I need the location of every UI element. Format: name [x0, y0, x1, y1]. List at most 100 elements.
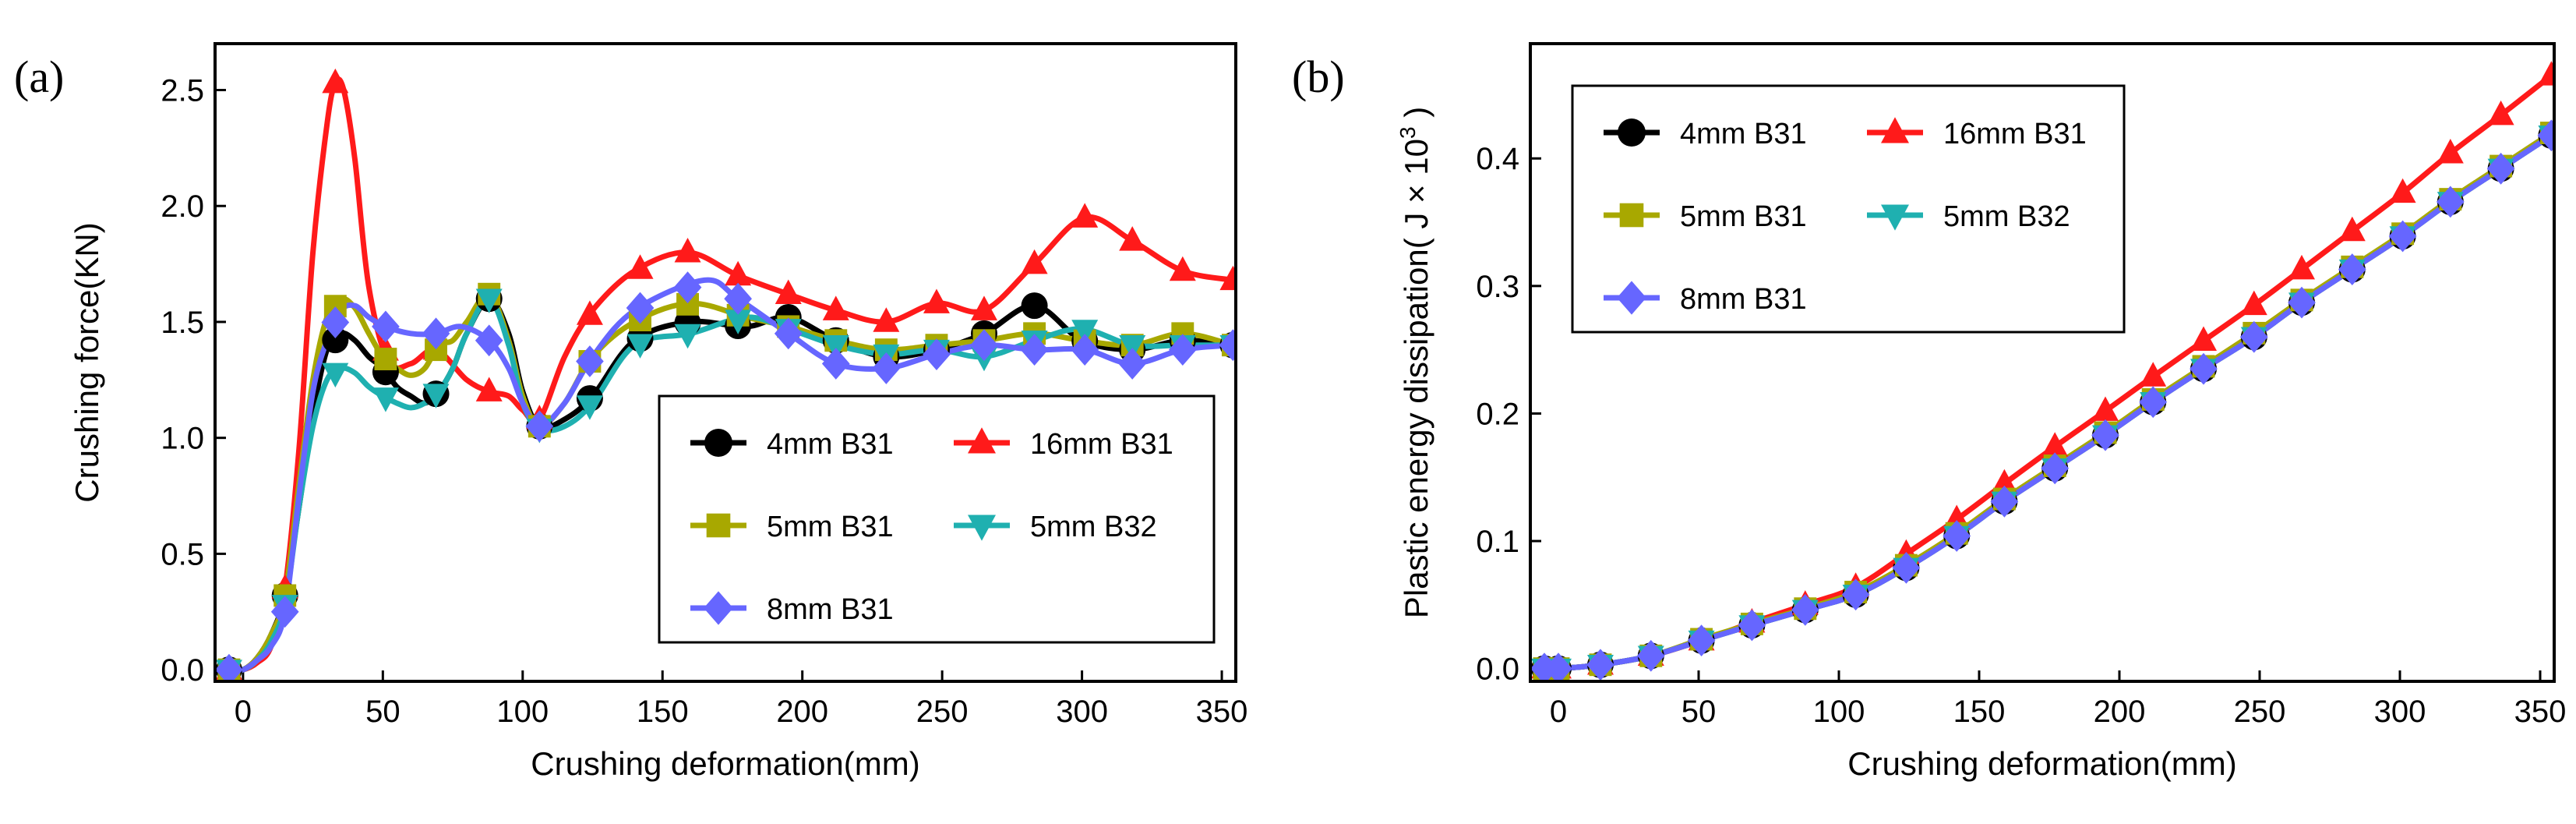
data-point-8mm-b31: [1168, 334, 1197, 366]
y-tick-label: 0.5: [161, 537, 204, 571]
data-point-16mm-b31: [2140, 362, 2167, 387]
x-tick-label: 0: [1550, 695, 1567, 729]
y-tick-label: 2.0: [161, 189, 204, 224]
y-tick-label: 0.1: [1476, 525, 1519, 559]
data-point-8mm-b31: [2190, 352, 2218, 385]
data-point-5mm-b32: [674, 324, 701, 349]
data-point-5mm-b32: [1119, 334, 1146, 360]
data-point-8mm-b31: [372, 310, 400, 343]
legend-label-4mm-b31: 4mm B31: [767, 428, 894, 461]
panel-label: (a): [14, 51, 64, 102]
data-point-8mm-b31: [270, 596, 299, 628]
data-point-8mm-b31: [1071, 334, 1099, 366]
legend-label-5mm-b31: 5mm B31: [1680, 200, 1807, 233]
panel-a: (a) 0 50 100 150 200 250 300 350 0.0 0.5 1.0 1.5 2.0 2…: [14, 42, 1248, 782]
data-point-5mm-b31: [374, 348, 397, 370]
data-point-16mm-b31: [1169, 256, 1196, 281]
data-point-8mm-b31: [576, 345, 604, 377]
data-point-16mm-b31: [475, 377, 503, 401]
data-point-8mm-b31: [1892, 551, 1921, 584]
x-tick-label: 150: [637, 695, 689, 729]
x-tick-label: 200: [776, 695, 828, 729]
data-point-8mm-b31: [2537, 119, 2554, 152]
data-point-8mm-b31: [872, 352, 901, 384]
legend-marker-16mm-b31: [968, 427, 996, 454]
y-tick-label: 2.5: [161, 73, 204, 108]
data-point-16mm-b31: [2338, 216, 2366, 242]
legend-label-8mm-b31: 8mm B31: [767, 593, 894, 626]
legend: 4mm B31 16mm B31 5mm B31 5mm B32 8mm B31: [658, 394, 1216, 644]
data-point-8mm-b31: [724, 282, 753, 315]
y-tick-label: 0.0: [161, 653, 204, 688]
x-axis-label: Crushing deformation(mm): [531, 745, 920, 782]
x-tick-label: 100: [1813, 695, 1865, 729]
panel-b: (b) 0 50 100 150 200 250 300 350 0.0 0.1 0.2 0.3 0.4 C…: [1292, 42, 2567, 782]
y-axis-label-main: Plastic energy dissipation( J × 10: [1398, 139, 1434, 618]
data-point-16mm-b31: [2288, 254, 2315, 280]
plot-frame: [213, 42, 1237, 683]
data-point-16mm-b31: [2389, 178, 2416, 203]
legend-marker-5mm-b31: [706, 513, 731, 538]
legend-label-4mm-b31: 4mm B31: [1680, 118, 1807, 150]
data-point-8mm-b31: [1738, 609, 1766, 642]
x-tick-label: 350: [1196, 695, 1248, 729]
data-point-8mm-b31: [1990, 485, 2019, 518]
legend-label-5mm-b32: 5mm B32: [1943, 200, 2070, 233]
data-point-8mm-b31: [2388, 220, 2417, 253]
data-point-16mm-b31: [923, 288, 950, 313]
data-point-8mm-b31: [1943, 520, 1971, 552]
data-point-16mm-b31: [970, 295, 997, 320]
x-tick-label: 250: [2234, 695, 2286, 729]
data-point-8mm-b31: [1020, 334, 1049, 366]
data-point-16mm-b31: [822, 295, 849, 320]
data-point-8mm-b31: [673, 271, 702, 304]
data-point-8mm-b31: [2041, 452, 2070, 485]
panel-label: (b): [1292, 51, 1345, 102]
data-point-16mm-b31: [1071, 203, 1099, 228]
series-line-16mm-b31: [226, 76, 1236, 674]
data-point-8mm-b31: [923, 338, 951, 370]
legend-marker-5mm-b32: [968, 515, 996, 541]
legend-label-16mm-b31: 16mm B31: [1943, 118, 2087, 150]
data-point-8mm-b31: [2486, 152, 2515, 185]
data-point-4mm-b31: [322, 327, 349, 354]
data-point-16mm-b31: [674, 238, 701, 263]
x-tick-label: 300: [2374, 695, 2426, 729]
data-point-16mm-b31: [1119, 226, 1146, 251]
legend-marker-4mm-b31: [1618, 118, 1646, 147]
data-point-8mm-b31: [1687, 624, 1716, 657]
data-point-16mm-b31: [1219, 265, 1236, 291]
data-point-8mm-b31: [2139, 386, 2168, 419]
data-point-8mm-b31: [626, 292, 655, 324]
legend: 4mm B31 16mm B31 5mm B31 5mm B32 8mm B31: [1571, 84, 2126, 334]
x-tick-label: 50: [365, 695, 401, 729]
x-tick-label: 300: [1056, 695, 1108, 729]
y-axis-label: Crushing force(KN): [69, 222, 105, 502]
data-point-8mm-b31: [2091, 419, 2119, 451]
data-point-16mm-b31: [2190, 326, 2217, 351]
data-point-16mm-b31: [873, 307, 900, 332]
legend-marker-8mm-b31: [704, 591, 733, 625]
data-point-8mm-b31: [1219, 329, 1236, 362]
data-point-8mm-b31: [821, 348, 850, 380]
series-line-8mm-b31: [1541, 133, 2554, 672]
legend-marker-4mm-b31: [704, 429, 732, 457]
data-point-16mm-b31: [775, 279, 802, 305]
data-point-8mm-b31: [2288, 286, 2316, 319]
legend-label-5mm-b32: 5mm B32: [1030, 511, 1157, 543]
data-point-8mm-b31: [2436, 186, 2465, 218]
data-point-16mm-b31: [626, 254, 654, 279]
x-tick-label: 50: [1681, 695, 1717, 729]
y-tick-label: 0.0: [1476, 652, 1519, 687]
data-point-8mm-b31: [1841, 578, 1870, 611]
data-point-8mm-b31: [1586, 649, 1614, 681]
x-tick-label: 150: [1953, 695, 2006, 729]
data-point-16mm-b31: [2487, 100, 2514, 126]
x-tick-label: 350: [2514, 695, 2567, 729]
y-axis-label-superscript: 3: [1396, 126, 1420, 139]
y-tick-label: 0.3: [1476, 270, 1519, 304]
data-point-8mm-b31: [1636, 639, 1665, 672]
legend-marker-8mm-b31: [1617, 281, 1646, 315]
